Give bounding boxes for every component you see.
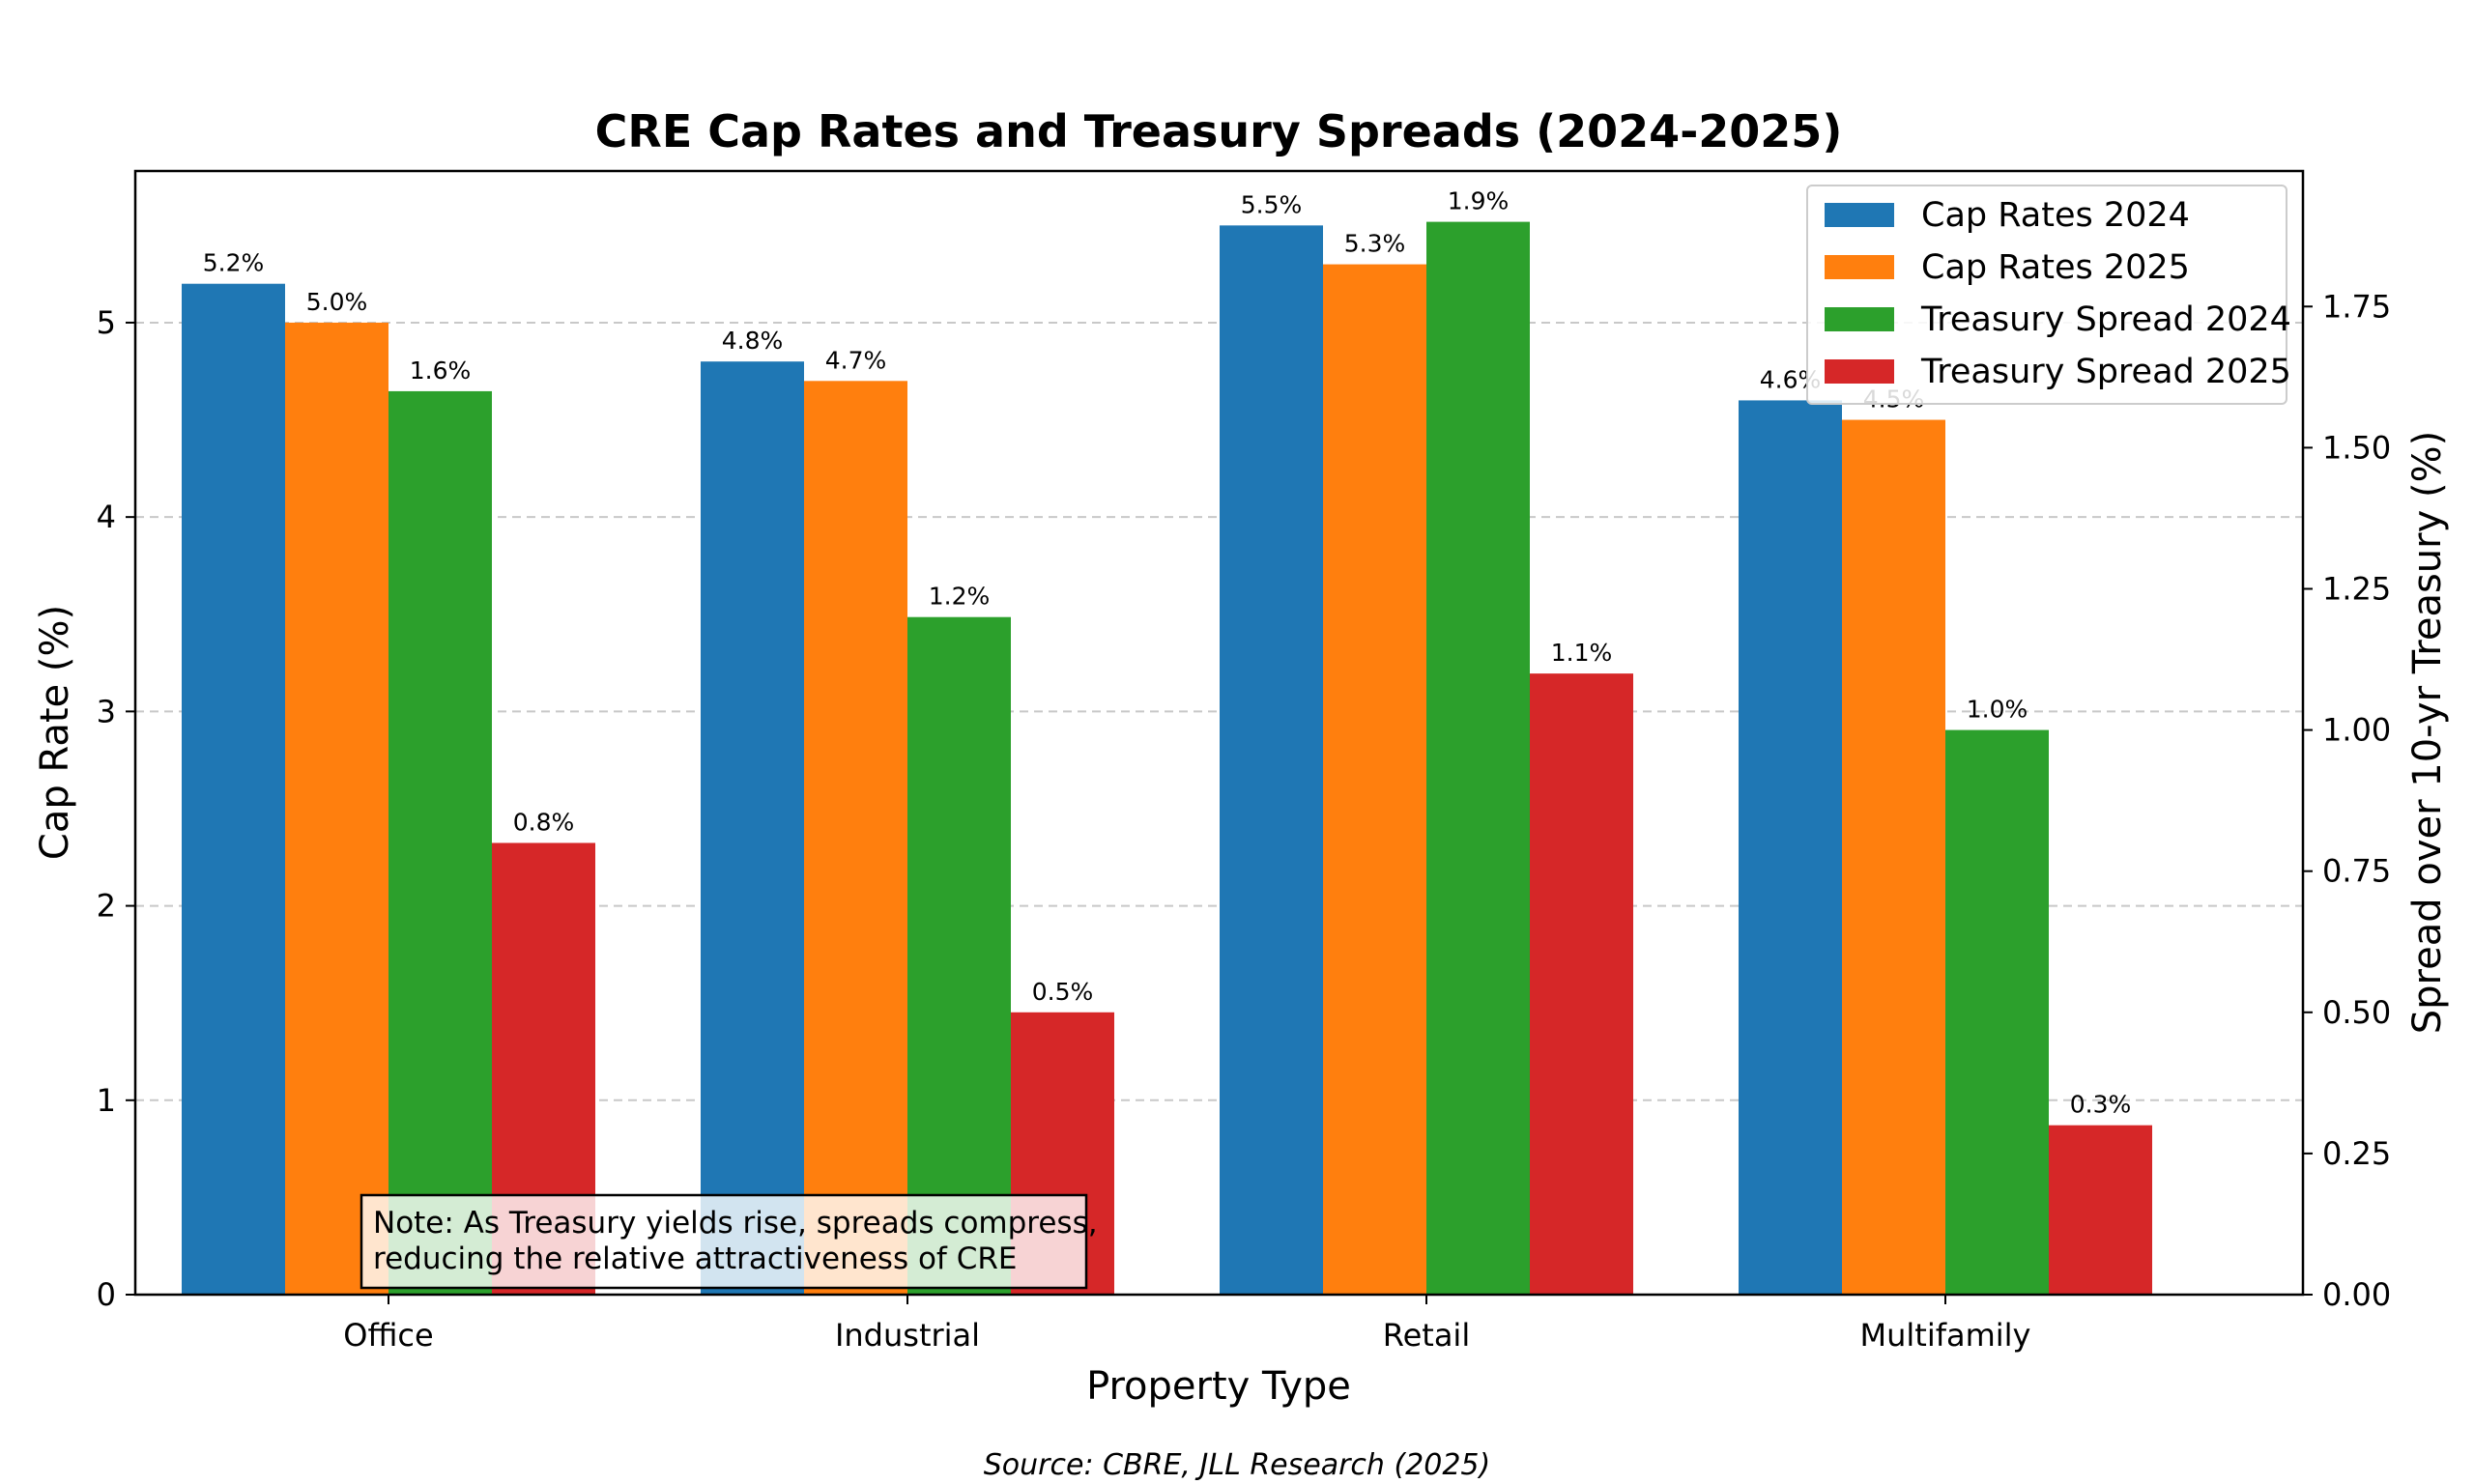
y2-tick-label: 1.50 <box>2322 429 2391 466</box>
bar-cap-rates-2024 <box>1220 225 1323 1295</box>
bar-cap-rates-2025 <box>1842 419 1945 1295</box>
y2-tick-label: 1.00 <box>2322 712 2391 749</box>
legend-label: Cap Rates 2024 <box>1921 196 2190 235</box>
x-tick-label: Office <box>343 1317 433 1354</box>
bar-treasury-spread-2024 <box>907 616 1011 1295</box>
y2-axis-label: Spread over 10-yr Treasury (%) <box>2405 431 2450 1034</box>
bar-cap-rates-2024 <box>182 283 285 1296</box>
note-line-2: reducing the relative attractiveness of … <box>373 1241 1017 1276</box>
chart-title: CRE Cap Rates and Treasury Spreads (2024… <box>595 105 1843 157</box>
bars <box>182 221 2152 1296</box>
legend-label: Treasury Spread 2024 <box>1920 300 2291 339</box>
legend-swatch-cap-rates-2025 <box>1825 255 1894 279</box>
source-note: Source: CBRE, JLL Research (2025) <box>984 1448 1490 1482</box>
legend: Cap Rates 2024 Cap Rates 2025 Treasury Spr… <box>1806 185 2291 405</box>
y2-tick-label: 0.75 <box>2322 853 2391 890</box>
x-tick-label: Industrial <box>835 1317 980 1354</box>
legend-swatch-cap-rates-2024 <box>1825 203 1894 227</box>
x-axis-label: Property Type <box>1086 1364 1351 1409</box>
y-tick-label: 5 <box>97 304 116 341</box>
y-tick-label: 4 <box>97 499 116 535</box>
ticks: Office Industrial Retail Multifamily 0 1 2 3 4 5 0… <box>97 288 2392 1354</box>
legend-swatch-treasury-spread-2025 <box>1825 359 1894 384</box>
data-label: 5.3% <box>1344 230 1406 258</box>
note-box: Note: As Treasury yields rise, spreads c… <box>360 1193 1098 1290</box>
legend-swatch-treasury-spread-2024 <box>1825 307 1894 331</box>
bar-cap-rates-2024 <box>701 361 804 1295</box>
legend-label: Treasury Spread 2025 <box>1920 353 2291 391</box>
bar-cap-rates-2025 <box>285 322 388 1295</box>
bar-cap-rates-2025 <box>804 381 907 1295</box>
bar-treasury-spread-2024 <box>1945 729 2049 1295</box>
plot-frame <box>133 169 2305 1297</box>
data-label: 0.3% <box>2070 1091 2132 1119</box>
y2-tick-label: 0.50 <box>2322 994 2391 1031</box>
y-axis-label: Cap Rate (%) <box>33 605 77 860</box>
data-label: 5.0% <box>306 288 368 316</box>
bar-cap-rates-2025 <box>1323 264 1426 1296</box>
data-label: 5.2% <box>203 249 265 277</box>
x-tick-label: Multifamily <box>1860 1317 2031 1354</box>
y-tick-label: 3 <box>97 693 116 729</box>
y2-tick-label: 1.25 <box>2322 570 2391 607</box>
y2-tick-label: 0.00 <box>2322 1276 2391 1313</box>
data-label: 1.0% <box>1967 696 2028 724</box>
y-tick-label: 2 <box>97 888 116 925</box>
bar-treasury-spread-2025 <box>1530 673 1633 1295</box>
bar-treasury-spread-2025 <box>2049 1125 2152 1295</box>
x-tick-label: Retail <box>1383 1317 1470 1354</box>
data-label: 1.6% <box>410 357 472 385</box>
bar-treasury-spread-2024 <box>388 390 492 1295</box>
data-label: 1.9% <box>1448 187 1510 215</box>
data-label: 5.5% <box>1241 190 1303 218</box>
y-tick-label: 0 <box>97 1276 116 1313</box>
data-label: 4.8% <box>722 327 784 355</box>
data-label: 0.8% <box>513 808 575 836</box>
note-line-1: Note: As Treasury yields rise, spreads c… <box>373 1206 1098 1241</box>
y2-tick-label: 1.75 <box>2322 288 2391 325</box>
bar-treasury-spread-2024 <box>1426 221 1530 1295</box>
y2-tick-label: 0.25 <box>2322 1135 2391 1172</box>
legend-label: Cap Rates 2025 <box>1921 248 2190 287</box>
bar-cap-rates-2024 <box>1739 400 1842 1295</box>
data-label: 4.7% <box>825 346 887 374</box>
data-label: 0.5% <box>1032 978 1094 1006</box>
data-label: 1.1% <box>1551 639 1613 667</box>
data-label: 1.2% <box>929 583 991 611</box>
y-tick-label: 1 <box>97 1082 116 1119</box>
